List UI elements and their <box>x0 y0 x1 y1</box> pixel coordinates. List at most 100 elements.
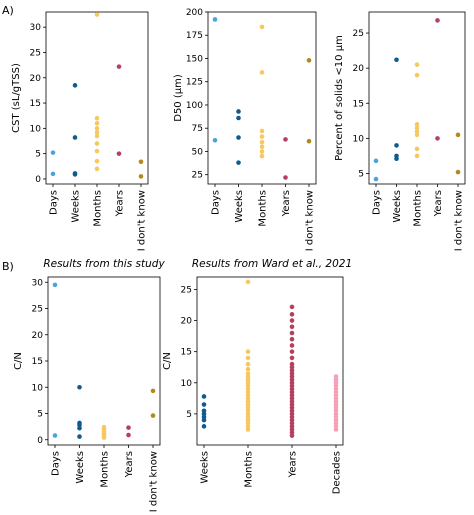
x-tick-label: Months <box>258 190 269 227</box>
data-point <box>94 115 100 121</box>
data-point <box>50 171 56 177</box>
chart-4: 0 5 10 15 20 25 30 Days Weeks Months Years I don't … <box>13 258 165 512</box>
plot-frame <box>196 276 344 446</box>
y-tick-label: 20 <box>181 317 193 327</box>
x-tick-label: Years <box>288 451 299 478</box>
data-point <box>414 62 420 67</box>
x-tick-label: Weeks <box>71 190 82 223</box>
data-point <box>394 156 399 162</box>
y-tick-label: 5 <box>186 410 192 420</box>
data-point <box>50 150 56 155</box>
data-point <box>201 417 207 423</box>
data-point <box>94 12 100 17</box>
x-tick-label: Months <box>100 451 111 488</box>
data-point <box>72 172 78 177</box>
y-tick-label: 200 <box>186 8 203 18</box>
data-point <box>289 336 295 342</box>
data-point <box>306 138 312 144</box>
data-point <box>259 144 265 150</box>
data-point <box>435 136 440 141</box>
data-point <box>150 413 156 418</box>
data-point <box>414 153 420 159</box>
data-point <box>94 133 100 139</box>
x-tick-label: Days <box>49 190 60 215</box>
plot-frame <box>47 276 161 446</box>
x-tick-label: Years <box>281 190 292 217</box>
chart-title: Results from this study <box>43 258 165 270</box>
y-tick-label: 10 <box>30 124 42 134</box>
data-point <box>126 425 131 430</box>
data-point <box>212 138 218 143</box>
y-tick-label: 20 <box>30 74 42 84</box>
y-axis-label: C/N <box>162 352 173 370</box>
y-tick-label: 20 <box>353 64 365 74</box>
data-point <box>289 433 295 438</box>
data-point <box>259 70 265 75</box>
data-point <box>306 58 312 63</box>
data-point <box>394 57 399 63</box>
y-tick-label: 30 <box>30 23 42 33</box>
x-tick-label: Decades <box>332 451 343 494</box>
y-tick-label: 25 <box>192 171 203 181</box>
x-tick-label: Weeks <box>234 190 245 223</box>
data-point <box>94 130 100 135</box>
x-tick-label: Days <box>51 451 62 476</box>
data-point <box>52 282 58 288</box>
y-tick-label: 100 <box>186 101 203 111</box>
data-point <box>455 169 461 175</box>
data-point <box>245 427 251 432</box>
data-point <box>373 158 379 164</box>
y-tick-label: 150 <box>186 54 203 64</box>
data-point <box>116 64 122 69</box>
y-tick-label: 0 <box>35 175 41 185</box>
x-tick-label: Years <box>433 190 444 217</box>
y-tick-label: 5 <box>35 150 41 160</box>
chart-title: Results from Ward et al., 2021 <box>192 258 352 270</box>
data-point <box>94 166 100 172</box>
data-point <box>138 174 144 179</box>
chart-2: 25 50 75 100 125 150 175 200 Days Weeks Months Year… <box>173 8 317 251</box>
chart-3: 5 10 15 20 25 Days Weeks Months Years I don't kno… <box>334 11 466 251</box>
data-point <box>283 137 288 142</box>
chart-1: 0 5 10 15 20 25 30 Days Weeks Months Years I don't … <box>11 11 149 251</box>
x-tick-label: Days <box>372 190 383 215</box>
data-point <box>94 126 100 131</box>
y-tick-label: 20 <box>32 331 44 341</box>
data-point <box>414 72 420 78</box>
data-point <box>77 384 82 390</box>
x-tick-label: Weeks <box>200 451 211 484</box>
data-point <box>289 330 295 336</box>
x-tick-label: Years <box>124 451 135 478</box>
data-point <box>259 149 265 154</box>
x-tick-label: Days <box>211 190 222 215</box>
data-point <box>77 425 82 431</box>
x-tick-label: I don't know <box>305 190 316 251</box>
data-point <box>289 304 295 310</box>
data-point <box>150 388 156 394</box>
y-tick-label: 25 <box>353 29 364 39</box>
data-point <box>101 435 107 440</box>
data-point <box>245 366 251 372</box>
y-tick-label: 175 <box>186 31 203 41</box>
data-point <box>236 109 241 114</box>
data-point <box>289 318 295 323</box>
data-point <box>138 159 144 165</box>
data-point <box>289 355 295 361</box>
y-tick-label: 10 <box>353 134 365 144</box>
data-point <box>77 422 82 428</box>
x-tick-label: Weeks <box>75 451 86 484</box>
y-tick-label: 50 <box>192 147 204 157</box>
data-point <box>259 139 265 145</box>
data-point <box>236 135 241 140</box>
data-point <box>77 434 82 439</box>
data-point <box>414 132 420 138</box>
data-point <box>373 176 379 182</box>
chart-5: 5 10 15 20 25 Weeks Months Years Decades C/N Resul… <box>162 258 352 494</box>
data-point <box>289 324 295 330</box>
panel-label-b: B) <box>2 260 14 273</box>
y-tick-label: 5 <box>358 169 364 179</box>
y-axis-label: Percent of solids <10 μm <box>334 35 345 161</box>
y-tick-label: 125 <box>186 78 203 88</box>
data-point <box>289 343 295 348</box>
